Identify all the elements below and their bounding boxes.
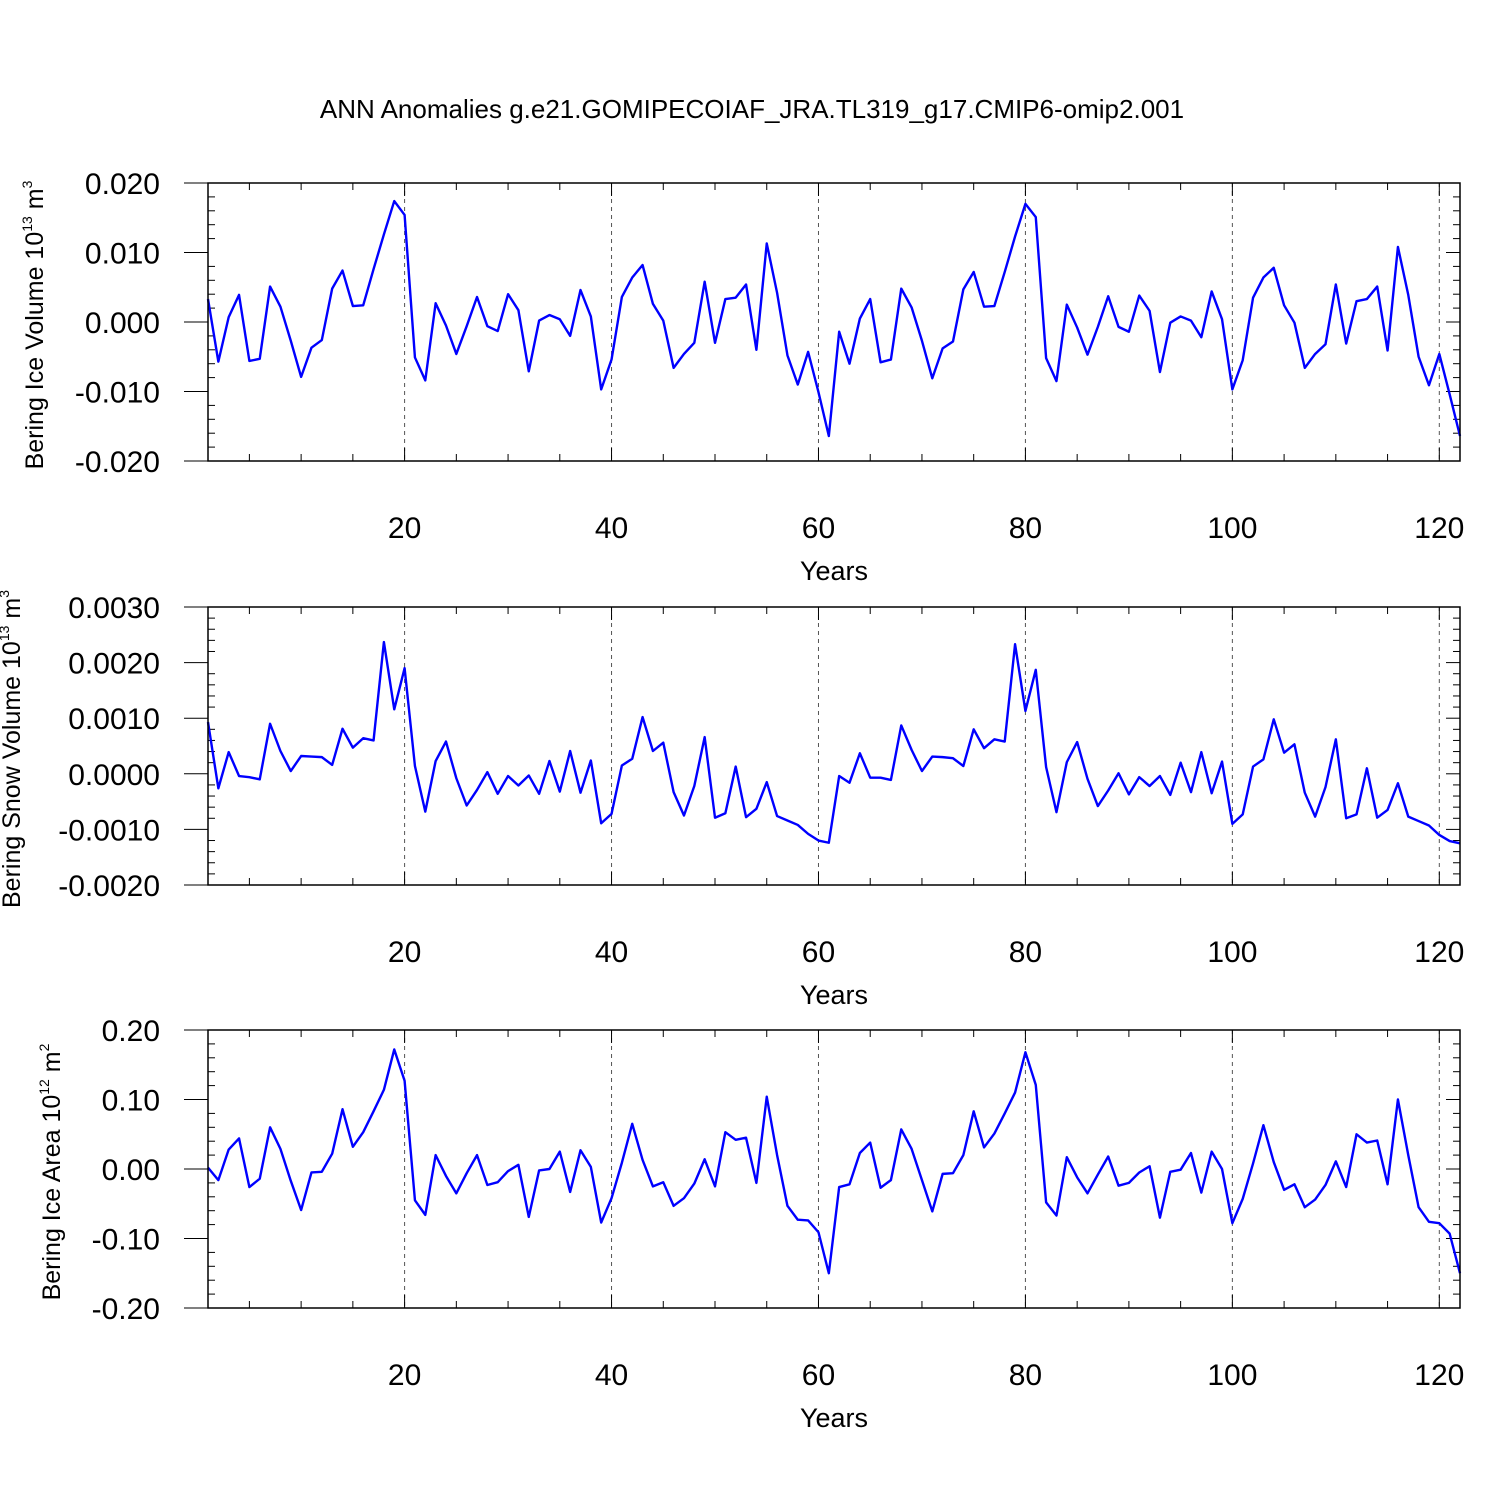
snow-volume-ytick-label: -0.0020 — [58, 870, 160, 903]
ice-area-xtick-label: 60 — [802, 1359, 835, 1392]
figure-title: ANN Anomalies g.e21.GOMIPECOIAF_JRA.TL31… — [320, 94, 1184, 124]
ice-volume-xtick-label: 60 — [802, 512, 835, 545]
ice-area-ylabel: Bering Ice Area 1012 m2 — [36, 1043, 66, 1300]
snow-volume-ytick-label: 0.0020 — [68, 648, 160, 681]
snow-volume-ytick-label: 0.0010 — [68, 703, 160, 736]
panel-snow-volume: 0.0030 0.0020 0.0010 0.0000 -0.0010 -0.0020 20… — [0, 590, 1464, 1010]
ice-area-xlabel: Years — [800, 1403, 868, 1433]
ice-area-ytick-label: 0.00 — [102, 1154, 160, 1187]
snow-volume-series-line — [206, 640, 1461, 845]
snow-volume-xtick-label: 120 — [1414, 936, 1464, 969]
ice-volume-ytick-label: 0.010 — [85, 238, 160, 271]
ice-volume-ytick-label: 0.020 — [85, 168, 160, 201]
snow-volume-xtick-label: 20 — [388, 936, 421, 969]
ice-area-ytick-label: 0.10 — [102, 1085, 160, 1118]
ice-volume-xtick-label: 80 — [1009, 512, 1042, 545]
snow-volume-xlabel: Years — [800, 980, 868, 1010]
snow-volume-plot-frame — [207, 606, 1461, 886]
ice-area-ytick-label: 0.20 — [102, 1015, 160, 1048]
ice-area-ytick-label: -0.10 — [92, 1224, 160, 1257]
ice-area-xtick-label: 20 — [388, 1359, 421, 1392]
snow-volume-xtick-label: 60 — [802, 936, 835, 969]
ice-volume-ytick-label: -0.010 — [75, 377, 160, 410]
ice-volume-xtick-label: 100 — [1207, 512, 1257, 545]
snow-volume-xtick-label: 80 — [1009, 936, 1042, 969]
ice-area-xtick-label: 80 — [1009, 1359, 1042, 1392]
panel-ice-area: 0.20 0.10 0.00 -0.10 -0.20 20 40 60 80 100 120 Year… — [36, 1015, 1464, 1433]
snow-volume-ytick-label: 0.0000 — [68, 759, 160, 792]
snow-volume-ytick-label: -0.0010 — [58, 814, 160, 847]
ice-area-xtick-label: 120 — [1414, 1359, 1464, 1392]
ice-volume-ytick-label: 0.000 — [85, 307, 160, 340]
ice-volume-plot-frame — [207, 182, 1461, 462]
snow-volume-xtick-label: 40 — [595, 936, 628, 969]
ice-area-xtick-label: 40 — [595, 1359, 628, 1392]
ice-area-plot-frame — [207, 1029, 1461, 1309]
ice-volume-series-line — [206, 199, 1462, 438]
ice-volume-xlabel: Years — [800, 556, 868, 586]
ice-volume-ytick-label: -0.020 — [75, 446, 160, 479]
ice-volume-ylabel: Bering Ice Volume 1013 m3 — [19, 180, 49, 469]
snow-volume-ytick-label: 0.0030 — [68, 592, 160, 625]
ice-area-ytick-label: -0.20 — [92, 1293, 160, 1326]
snow-volume-ylabel: Bering Snow Volume 1013 m3 — [0, 590, 26, 908]
ice-area-xtick-label: 100 — [1207, 1359, 1257, 1392]
snow-volume-xtick-label: 100 — [1207, 936, 1257, 969]
ice-volume-xtick-label: 20 — [388, 512, 421, 545]
ice-volume-xtick-label: 40 — [595, 512, 628, 545]
panel-ice-volume: 0.020 0.010 0.000 -0.010 -0.020 20 40 60 80 100 12… — [19, 168, 1464, 586]
ice-volume-xtick-label: 120 — [1414, 512, 1464, 545]
ice-area-series-line — [207, 1048, 1462, 1275]
